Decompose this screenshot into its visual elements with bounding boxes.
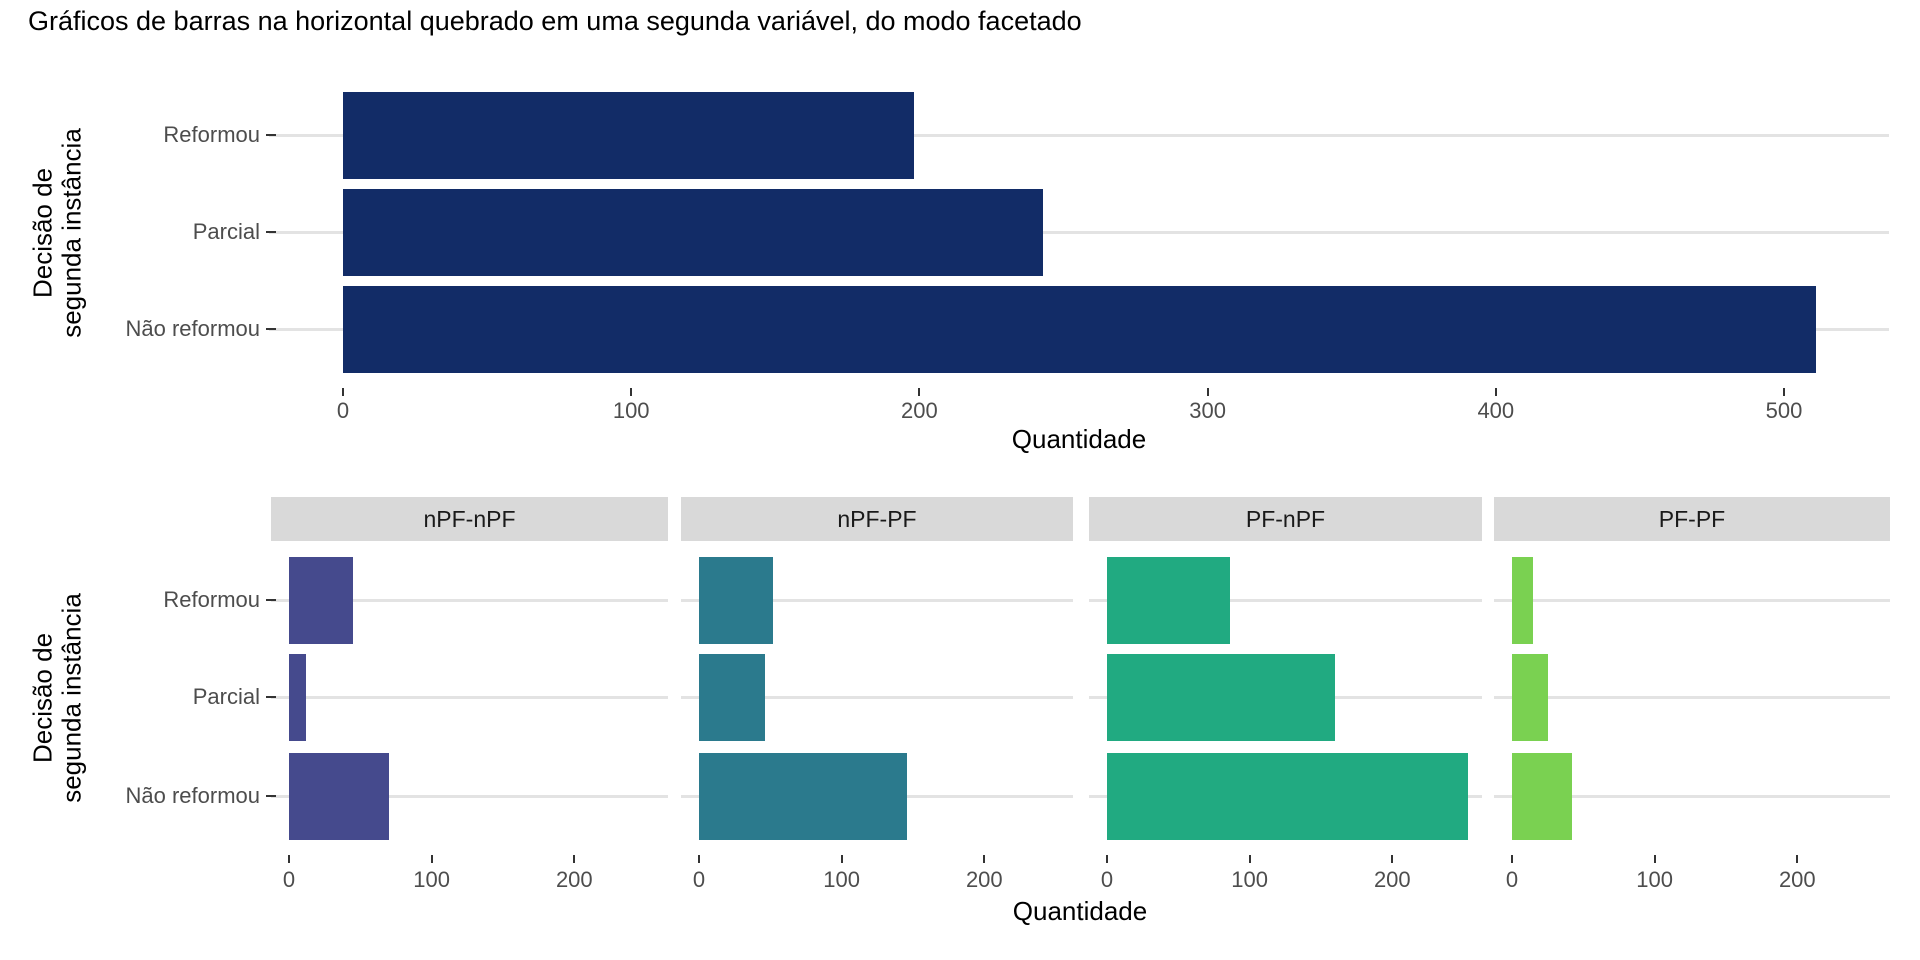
x-tick-mark xyxy=(1494,388,1497,396)
bar-nao-reformou xyxy=(699,752,908,840)
x-tick-mark xyxy=(1511,855,1513,863)
bar-nao-reformou xyxy=(289,752,389,840)
y-tick-mark xyxy=(266,231,276,233)
gridline-reformou xyxy=(681,598,1073,602)
bar-parcial xyxy=(1107,653,1336,741)
gridline-reformou xyxy=(271,598,668,602)
facet-strip-label: PF-nPF xyxy=(1245,505,1326,532)
x-tick-mark xyxy=(630,388,633,396)
x-tick-label: 0 xyxy=(282,867,296,892)
x-tick-label: 100 xyxy=(823,867,860,892)
facet-strip-pf-pf: PF-PF xyxy=(1494,497,1890,541)
facet-strip-label: PF-PF xyxy=(1658,505,1726,532)
top-x-axis-title: Quantidade xyxy=(1011,424,1147,454)
x-tick-label: 0 xyxy=(692,867,706,892)
x-tick-mark xyxy=(1391,855,1394,863)
bar-nao-reformou xyxy=(1107,752,1468,840)
x-tick-mark xyxy=(698,855,700,863)
y-tick-label-parcial: Parcial xyxy=(192,219,260,244)
gridline-parcial xyxy=(681,695,1073,699)
x-tick-label: 0 xyxy=(336,398,350,423)
gridline-reformou xyxy=(1089,598,1482,602)
gridline-reformou xyxy=(269,133,1889,137)
gridline-parcial xyxy=(269,230,1889,234)
y-tick-label-reformou: Reformou xyxy=(163,587,260,612)
x-tick-label: 400 xyxy=(1477,398,1515,423)
x-tick-label: 100 xyxy=(413,867,450,892)
x-tick-label: 200 xyxy=(555,867,593,892)
facet-strip-label: nPF-PF xyxy=(837,505,917,532)
gridline-nao-reformou xyxy=(271,794,668,798)
x-tick-mark xyxy=(1796,855,1799,863)
y-tick-mark xyxy=(266,795,276,797)
x-tick-label: 100 xyxy=(612,398,650,423)
bar-reformou xyxy=(1512,556,1534,644)
bar-reformou xyxy=(343,91,914,179)
bar-parcial xyxy=(343,188,1044,276)
bar-parcial xyxy=(289,653,307,741)
y-tick-label-nao-reformou: Não reformou xyxy=(125,316,260,341)
x-tick-label: 200 xyxy=(1373,867,1411,892)
x-tick-mark xyxy=(288,855,290,863)
x-tick-mark xyxy=(342,388,344,396)
gridline-parcial xyxy=(271,695,668,699)
x-tick-mark xyxy=(1653,855,1656,863)
y-tick-label-nao-reformou: Não reformou xyxy=(125,783,260,808)
bottom-x-axis-title: Quantidade xyxy=(1012,896,1148,926)
x-tick-label: 300 xyxy=(1189,398,1226,423)
y-tick-mark xyxy=(266,134,276,136)
bar-reformou xyxy=(699,556,774,644)
gridline-parcial xyxy=(1494,695,1890,699)
x-tick-label: 200 xyxy=(965,867,1003,892)
y-tick-label-parcial: Parcial xyxy=(192,684,260,709)
bar-nao-reformou xyxy=(1512,752,1572,840)
facet-strip-npf-npf: nPF-nPF xyxy=(271,497,668,541)
y-tick-mark xyxy=(266,328,276,330)
facet-strip-pf-npf: PF-nPF xyxy=(1089,497,1482,541)
y-axis-title-line1: Decisão de xyxy=(27,167,58,299)
x-tick-label: 0 xyxy=(1505,867,1519,892)
x-tick-mark xyxy=(840,855,843,863)
x-tick-mark xyxy=(918,388,921,396)
bar-nao-reformou xyxy=(343,285,1816,373)
y-axis-title-line1: Decisão de xyxy=(27,632,58,764)
x-tick-label: 200 xyxy=(901,398,938,423)
y-tick-mark xyxy=(266,696,276,698)
x-tick-mark xyxy=(1248,855,1251,863)
facet-strip-label: nPF-nPF xyxy=(423,505,516,532)
x-tick-mark xyxy=(1206,388,1209,396)
facet-strip-npf-pf: nPF-PF xyxy=(681,497,1073,541)
x-tick-mark xyxy=(430,855,433,863)
bar-reformou xyxy=(289,556,354,644)
x-tick-label: 0 xyxy=(1100,867,1114,892)
x-tick-label: 200 xyxy=(1778,867,1816,892)
x-tick-label: 500 xyxy=(1765,398,1803,423)
y-tick-mark xyxy=(266,599,276,601)
y-tick-label-reformou: Reformou xyxy=(163,122,260,147)
x-tick-label: 100 xyxy=(1636,867,1673,892)
gridline-nao-reformou xyxy=(1494,794,1890,798)
x-tick-mark xyxy=(573,855,576,863)
gridline-reformou xyxy=(1494,598,1890,602)
x-tick-mark xyxy=(983,855,986,863)
plot-title: Gráficos de barras na horizontal quebrad… xyxy=(28,6,1082,36)
x-tick-label: 100 xyxy=(1231,867,1268,892)
bar-reformou xyxy=(1107,556,1230,644)
x-tick-mark xyxy=(1783,388,1785,396)
bar-parcial xyxy=(699,653,765,741)
x-tick-mark xyxy=(1106,855,1108,863)
bar-parcial xyxy=(1512,653,1548,741)
